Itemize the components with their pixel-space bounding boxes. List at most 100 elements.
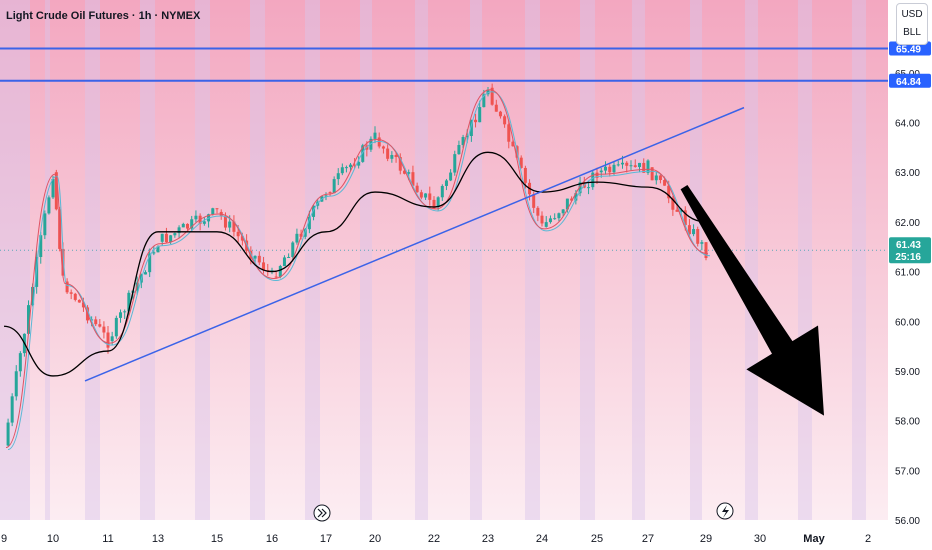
candle-body (679, 210, 683, 212)
last-price-badge-bg (889, 237, 931, 264)
candle-body (604, 166, 607, 171)
candle-body (190, 219, 194, 229)
candle-body (419, 192, 423, 198)
x-tick-label: 9 (1, 533, 7, 545)
candle-body (344, 167, 348, 169)
candle-body (110, 336, 114, 342)
candle-body (98, 324, 102, 327)
candle-body (295, 233, 299, 243)
candle-body (177, 227, 181, 234)
candle-body (415, 185, 419, 193)
candle-body (223, 216, 227, 228)
candle-body (625, 162, 629, 166)
candle-body (629, 165, 633, 167)
slow-ma-line (7, 91, 711, 450)
session-band (525, 0, 540, 520)
candle-body (511, 141, 515, 147)
candle-body (353, 164, 357, 166)
fast-ma-line (5, 89, 709, 448)
session-band (360, 0, 372, 520)
replay-icon[interactable] (313, 504, 331, 522)
candle-body (498, 111, 502, 117)
y-tick-label: 61.00 (895, 268, 920, 279)
x-tick-label: 11 (102, 533, 113, 545)
session-band (852, 0, 866, 520)
session-band (470, 0, 482, 520)
candle-body (240, 236, 244, 241)
top-line-price-badge: 65.49 (896, 44, 921, 55)
candle-body (287, 256, 291, 258)
candle-body (81, 302, 85, 308)
candle-body (642, 162, 646, 173)
candle-body (51, 179, 55, 198)
candle-body (683, 210, 687, 226)
candle-body (704, 242, 708, 259)
candle-body (436, 197, 440, 207)
y-tick-label: 64.00 (895, 119, 920, 130)
session-band (745, 0, 758, 520)
x-tick-label: 27 (642, 533, 654, 545)
candle-body (616, 164, 620, 166)
x-tick-label: 25 (591, 533, 603, 545)
candle-body (54, 172, 58, 210)
candle-body (307, 216, 311, 230)
candle-body (478, 107, 482, 123)
currency-unit-selector[interactable]: USD BLL (896, 3, 928, 45)
candle-body (43, 213, 47, 236)
candle-body (474, 119, 478, 123)
candle-body (692, 229, 696, 235)
candle-body (696, 229, 700, 244)
time-axis-background (0, 520, 888, 550)
candle-body (591, 172, 595, 188)
candle-body (432, 199, 436, 209)
candle-body (27, 305, 30, 334)
x-tick-label: 22 (428, 533, 440, 545)
candle-body (398, 157, 402, 171)
candle-body (47, 197, 51, 214)
candle-body (440, 185, 444, 198)
candle-body (403, 170, 406, 174)
session-band (415, 0, 428, 520)
y-tick-label: 63.00 (895, 168, 920, 179)
candle-body (31, 286, 35, 306)
candle-body (411, 172, 415, 186)
candle-body (228, 221, 232, 228)
candle-body (532, 194, 536, 208)
candle-body (523, 167, 527, 183)
candle-body (236, 231, 240, 237)
candle-body (621, 162, 624, 165)
candle-body (361, 145, 365, 162)
x-tick-label: 17 (320, 533, 332, 545)
candle-body (587, 187, 591, 189)
candle-body (638, 162, 641, 168)
candle-body (612, 164, 616, 173)
candle-body (444, 180, 448, 186)
candle-body (215, 208, 219, 210)
candle-body (148, 253, 152, 273)
candle-body (336, 173, 340, 180)
candle-body (274, 276, 278, 278)
candle-body (428, 193, 432, 200)
candle-body (507, 124, 511, 142)
candle-body (106, 332, 110, 348)
candle-body (565, 198, 569, 210)
candle-body (340, 167, 344, 174)
candle-body (599, 170, 603, 173)
lightning-icon[interactable] (716, 502, 734, 520)
candle-body (39, 235, 43, 257)
candle-body (671, 198, 675, 210)
chart-title: Light Crude Oil Futures · 1h · NYMEX (6, 10, 201, 22)
candle-body (465, 135, 469, 138)
candle-body (181, 223, 185, 228)
candle-body (173, 233, 177, 236)
candle-body (257, 255, 261, 263)
candle-body (94, 319, 98, 325)
candle-body (687, 225, 691, 235)
session-band (0, 0, 30, 520)
y-tick-label: 59.00 (895, 367, 920, 378)
session-band (45, 0, 50, 520)
candle-body (381, 146, 385, 149)
x-tick-label: 16 (266, 533, 278, 545)
candle-body (127, 292, 131, 312)
